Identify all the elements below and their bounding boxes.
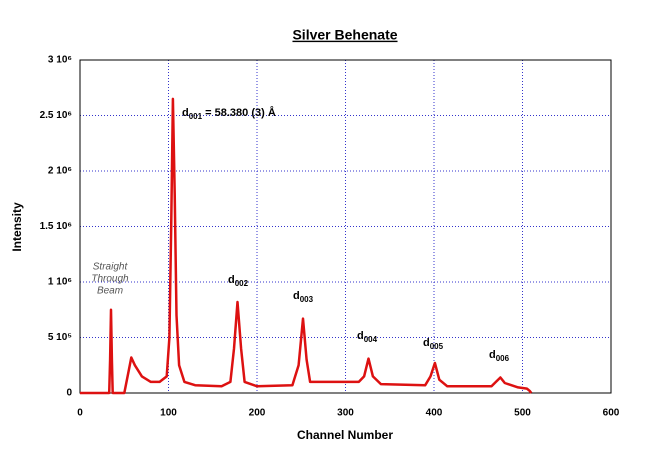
peak-annotation: d004 [357,330,378,344]
y-tick-label: 2 10⁶ [48,166,72,177]
beam-note: Beam [97,286,123,297]
annotation-subscript: 002 [235,279,249,288]
annotation-text: d [489,349,496,361]
annotation-text: d [423,337,430,349]
peak-annotation: d002 [228,274,249,288]
annotation-subscript: 005 [430,342,444,351]
x-axis-label: Channel Number [297,428,393,442]
annotation-subscript: 004 [364,335,378,344]
annotation-rest: = 58.380 (3) Å [202,106,276,119]
beam-note: Straight [93,262,129,273]
x-tick-label: 0 [77,408,83,419]
annotation-subscript: 003 [300,295,314,304]
peak-annotation: d001 = 58.380 (3) Å [182,106,276,121]
beam-note: Through [91,274,129,285]
annotation-subscript: 006 [496,354,510,363]
annotation-subscript: 001 [189,112,203,121]
y-tick-label: 1 10⁶ [48,277,72,288]
y-tick-label: 2.5 10⁶ [40,110,72,121]
chart-title: Silver Behenate [292,27,397,43]
peak-annotation: d003 [293,290,314,304]
annotation-text: d [228,274,235,286]
x-tick-label: 400 [426,408,443,419]
annotation-text: d [182,107,189,119]
y-axis-label: Intensity [10,202,24,252]
x-tick-label: 100 [160,408,177,419]
y-tick-label: 5 10⁵ [48,332,72,343]
y-tick-label: 3 10⁶ [48,55,72,66]
x-tick-label: 300 [337,408,354,419]
x-tick-label: 500 [514,408,531,419]
plot-frame [79,59,612,394]
x-tick-label: 600 [603,408,620,419]
y-tick-label: 1.5 10⁶ [40,221,72,232]
peak-annotation: d005 [423,337,444,351]
data-line [80,97,533,395]
peak-annotation: d006 [489,349,510,363]
annotation-text: d [293,290,300,302]
annotation-text: d [357,330,364,342]
y-tick-label: 0 [66,388,72,399]
x-tick-label: 200 [249,408,266,419]
